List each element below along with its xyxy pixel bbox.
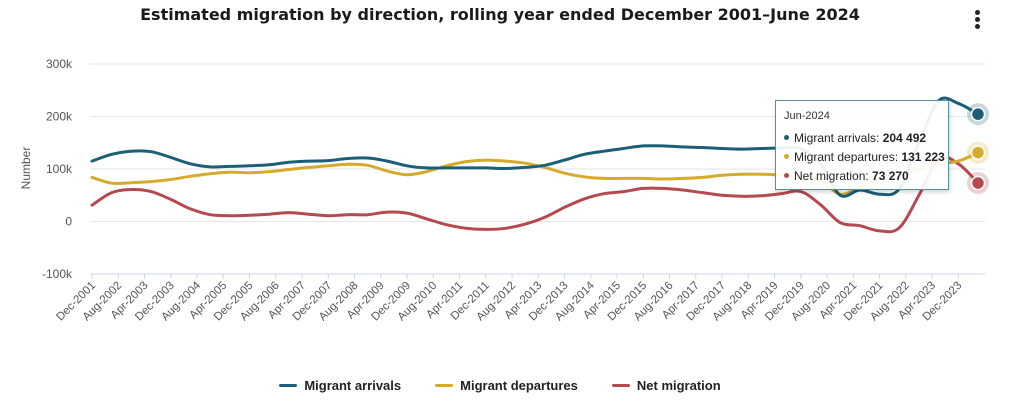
- tooltip-dot: [784, 135, 789, 140]
- y-axis-ticks: -100k 0 100k 200k 300k: [42, 57, 73, 281]
- series-line-net-migration[interactable]: [90, 155, 980, 234]
- tooltip-row-arrivals: Migrant arrivals: 204 492: [784, 131, 926, 145]
- tooltip-value: 131 223: [901, 150, 945, 164]
- tooltip-dot: [784, 173, 789, 178]
- legend-label: Migrant arrivals: [304, 378, 402, 393]
- tooltip-label: Migrant departures:: [794, 150, 902, 164]
- tooltip-dot: [784, 154, 789, 159]
- hover-markers[interactable]: [967, 103, 989, 195]
- tooltip-header: Jun-2024: [784, 110, 830, 122]
- y-axis-label: Number: [19, 147, 33, 190]
- tooltip-row-departures: Migrant departures: 131 223: [784, 150, 945, 164]
- y-tick-label: 100k: [46, 162, 73, 176]
- legend-item-departures[interactable]: Migrant departures: [435, 378, 578, 393]
- menu-dot: [974, 10, 980, 15]
- legend-item-net[interactable]: Net migration: [611, 378, 721, 393]
- kebab-menu-icon[interactable]: [967, 8, 987, 32]
- legend-swatch: [611, 384, 630, 387]
- chart-tooltip: Jun-2024 Migrant arrivals: 204 492 Migra…: [775, 100, 949, 190]
- data-point-marker[interactable]: [970, 175, 986, 191]
- data-point-marker[interactable]: [970, 145, 986, 160]
- legend-swatch: [435, 384, 454, 387]
- x-axis-ticks: Dec-2001Aug-2002Apr-2003Dec-2003Aug-2004…: [54, 274, 964, 323]
- tooltip-value: 73 270: [872, 169, 909, 183]
- data-point-marker[interactable]: [970, 106, 986, 122]
- y-tick-label: 0: [65, 215, 72, 229]
- menu-dot: [974, 24, 980, 29]
- tooltip-label: Net migration:: [794, 169, 873, 183]
- tooltip-value: 204 492: [882, 131, 927, 145]
- tooltip-label: Migrant arrivals:: [794, 131, 883, 145]
- menu-dot: [974, 17, 980, 22]
- y-tick-label: 200k: [46, 110, 73, 124]
- y-tick-label: 300k: [46, 57, 73, 71]
- legend-label: Net migration: [636, 378, 721, 393]
- chart-title: Estimated migration by direction, rollin…: [140, 5, 860, 24]
- legend-swatch: [279, 384, 298, 387]
- legend-label: Migrant departures: [460, 378, 578, 393]
- chart-legend: Migrant arrivals Migrant departures Net …: [0, 378, 1000, 393]
- tooltip-row-net: Net migration: 73 270: [784, 169, 909, 183]
- legend-item-arrivals[interactable]: Migrant arrivals: [279, 378, 401, 393]
- y-tick-label: -100k: [42, 267, 73, 281]
